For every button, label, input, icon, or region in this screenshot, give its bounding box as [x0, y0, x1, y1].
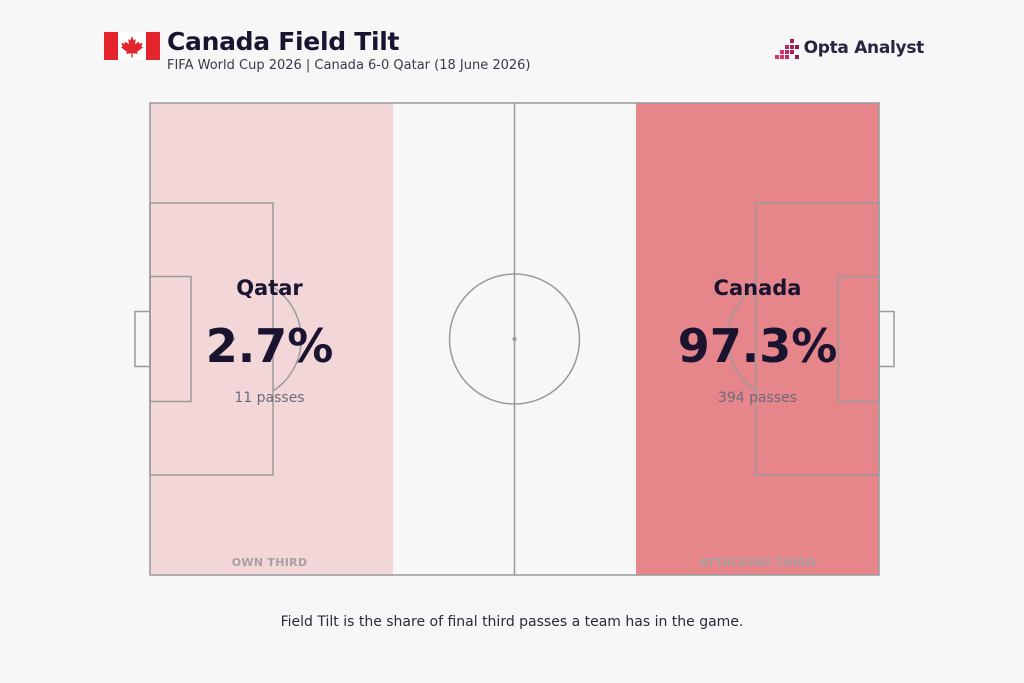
passes-count-label: 394 passes	[718, 390, 797, 406]
opta-bars-icon	[774, 39, 799, 59]
left-penalty-arc	[272, 286, 302, 392]
brand-logo: Opta Analyst	[774, 35, 924, 61]
right-penalty-spot	[794, 337, 798, 341]
centre-circle	[448, 273, 581, 405]
page-title: Canada Field Tilt	[167, 27, 400, 56]
passes-count-label: 11 passes	[234, 390, 304, 406]
centre-spot	[512, 337, 517, 341]
canada-flag-icon	[104, 32, 160, 60]
right-goal	[878, 310, 895, 368]
page-subtitle: FIFA World Cup 2026 | Canada 6-0 Qatar (…	[167, 58, 531, 73]
team-name-label: Canada	[714, 276, 802, 300]
third-zone-label: ATTACKING THIRD	[699, 556, 815, 569]
team-name-label: Qatar	[236, 276, 303, 300]
left-goal	[134, 310, 151, 368]
left-penalty-spot	[231, 337, 235, 341]
footnote: Field Tilt is the share of final third p…	[280, 614, 744, 630]
tilt-percentage-label: 97.3%	[678, 319, 838, 373]
right-penalty-arc	[727, 286, 757, 392]
tilt-percentage-label: 2.7%	[206, 319, 334, 373]
brand-name: Opta Analyst	[803, 38, 925, 58]
third-zone-label: OWN THIRD	[232, 556, 308, 569]
chart-header: Canada Field Tilt FIFA World Cup 2026 | …	[104, 28, 924, 78]
